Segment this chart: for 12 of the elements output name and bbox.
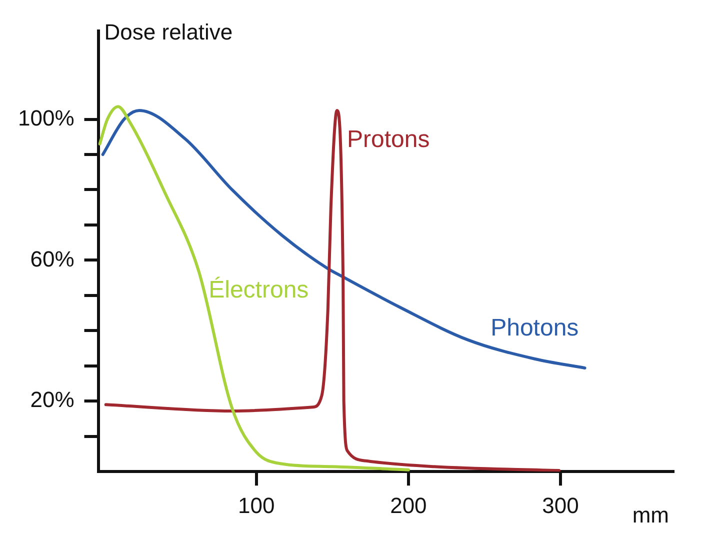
x-tick-label: 300 bbox=[542, 492, 579, 518]
series-label: Électrons bbox=[208, 276, 309, 304]
series-label: Photons bbox=[490, 314, 579, 342]
x-tick-label: 200 bbox=[390, 492, 427, 518]
y-tick-label: 60% bbox=[30, 246, 74, 272]
series-label: Protons bbox=[346, 126, 430, 154]
x-tick-label: 100 bbox=[238, 492, 275, 518]
line-series bbox=[101, 108, 586, 370]
y-tick-label: 100% bbox=[18, 105, 74, 130]
y-tick-label: 20% bbox=[30, 387, 74, 412]
y-axis-title: Dose relative bbox=[104, 19, 233, 44]
x-axis-title: mm bbox=[632, 502, 669, 528]
